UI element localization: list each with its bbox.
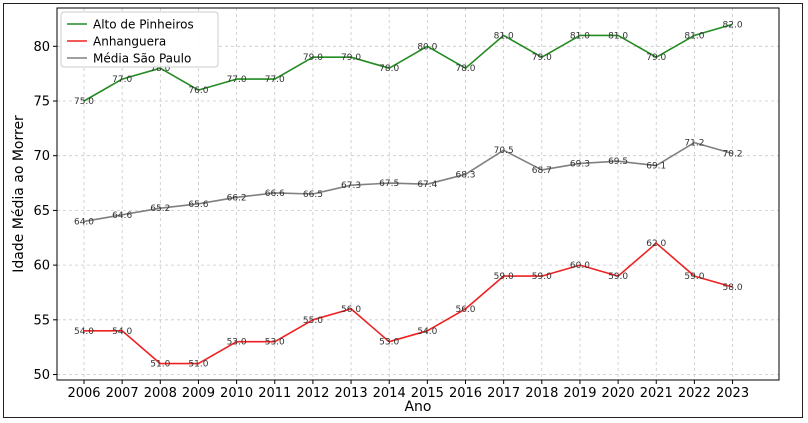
data-label: 53.0 (227, 338, 247, 348)
x-tick-label: 2022 (678, 386, 711, 401)
data-label: 66.2 (227, 193, 247, 203)
x-tick-label: 2008 (144, 386, 177, 401)
data-label: 70.5 (494, 146, 514, 156)
data-label: 66.6 (265, 189, 285, 199)
data-label: 56.0 (341, 305, 361, 315)
x-tick-label: 2020 (602, 386, 635, 401)
data-label: 79.0 (341, 53, 361, 63)
y-tick-label: 60 (33, 259, 50, 274)
data-label: 81.0 (608, 31, 628, 41)
data-label: 80.0 (417, 42, 437, 52)
x-axis-label: Ano (404, 399, 431, 415)
y-tick-label: 75 (33, 95, 50, 110)
x-tick-label: 2015 (411, 386, 444, 401)
y-tick-label: 70 (33, 149, 50, 164)
data-label: 81.0 (570, 31, 590, 41)
legend-box (60, 11, 219, 68)
data-label: 59.0 (494, 272, 514, 282)
data-label: 53.0 (265, 338, 285, 348)
data-label: 65.2 (150, 204, 170, 214)
data-label: 76.0 (188, 86, 208, 96)
data-label: 64.6 (112, 211, 132, 221)
data-label: 79.0 (303, 53, 323, 63)
x-tick-label: 2019 (563, 386, 596, 401)
data-label: 53.0 (379, 338, 399, 348)
x-tick-label: 2017 (487, 386, 520, 401)
data-label: 51.0 (188, 360, 208, 370)
data-label: 82.0 (723, 20, 743, 30)
data-label: 62.0 (646, 239, 666, 249)
plot-area-border (56, 7, 780, 381)
data-label: 67.5 (379, 179, 399, 189)
data-label: 60.0 (570, 261, 590, 271)
data-label: 68.3 (455, 170, 475, 180)
data-label: 79.0 (646, 53, 666, 63)
x-tick-label: 2021 (640, 386, 673, 401)
data-label: 55.0 (303, 316, 323, 326)
y-tick-label: 65 (33, 204, 50, 219)
y-tick-label: 55 (33, 313, 50, 328)
x-tick-label: 2007 (106, 386, 139, 401)
x-tick-label: 2023 (716, 386, 749, 401)
data-label: 77.0 (265, 75, 285, 85)
data-label: 81.0 (684, 31, 704, 41)
legend: Alto de Pinheiros Anhanguera Média São Pau… (60, 11, 219, 68)
series-line (84, 242, 733, 365)
y-axis-label: Idade Média ao Morrer (11, 115, 27, 273)
grid-lines (57, 8, 779, 380)
data-label: 69.5 (608, 157, 628, 167)
data-label: 58.0 (723, 283, 743, 293)
x-tick-label: 2010 (220, 386, 253, 401)
x-tick-label: 2013 (335, 386, 368, 401)
legend-entry: Média São Paulo (93, 52, 191, 66)
data-label: 54.0 (112, 327, 132, 337)
data-label: 64.0 (74, 217, 94, 227)
data-label: 71.2 (684, 139, 704, 149)
data-label: 81.0 (494, 31, 514, 41)
legend-entry: Anhanguera (93, 35, 166, 49)
series-lines (83, 23, 733, 365)
data-label: 67.3 (341, 181, 361, 191)
y-axis-ticks: 50 55 60 65 70 75 80 (33, 40, 57, 383)
data-labels: 75.0 77.0 78.0 76.0 77.0 77.0 79.0 79.0 78.0 80.0… (74, 20, 743, 369)
data-label: 69.1 (646, 162, 666, 172)
legend-entry: Alto de Pinheiros (93, 18, 194, 32)
data-label: 59.0 (532, 272, 552, 282)
y-tick-label: 80 (33, 40, 50, 55)
data-label: 78.0 (379, 64, 399, 74)
data-label: 67.4 (417, 180, 437, 190)
x-tick-label: 2018 (525, 386, 558, 401)
data-label: 59.0 (608, 272, 628, 282)
x-tick-label: 2011 (258, 386, 291, 401)
x-axis-ticks: 2006 2007 2008 2009 2010 2011 2012 2013 2014 2015… (67, 380, 749, 401)
data-label: 77.0 (227, 75, 247, 85)
data-label: 68.7 (532, 166, 552, 176)
data-label: 59.0 (684, 272, 704, 282)
data-label: 54.0 (417, 327, 437, 337)
data-label: 65.6 (188, 200, 208, 210)
data-label: 54.0 (74, 327, 94, 337)
x-tick-label: 2016 (449, 386, 482, 401)
y-tick-label: 50 (33, 368, 50, 383)
data-label: 70.2 (723, 150, 743, 160)
data-label: 56.0 (455, 305, 475, 315)
data-label: 79.0 (532, 53, 552, 63)
data-label: 78.0 (455, 64, 475, 74)
x-tick-label: 2009 (182, 386, 215, 401)
data-label: 66.5 (303, 190, 323, 200)
x-tick-label: 2014 (373, 386, 406, 401)
x-tick-label: 2006 (67, 386, 100, 401)
data-label: 78.0 (150, 64, 170, 74)
data-label: 69.3 (570, 159, 590, 169)
data-label: 51.0 (150, 360, 170, 370)
data-label: 75.0 (74, 97, 94, 107)
x-tick-label: 2012 (296, 386, 329, 401)
series-line (83, 23, 733, 102)
data-label: 77.0 (112, 75, 132, 85)
series-line (83, 141, 733, 223)
